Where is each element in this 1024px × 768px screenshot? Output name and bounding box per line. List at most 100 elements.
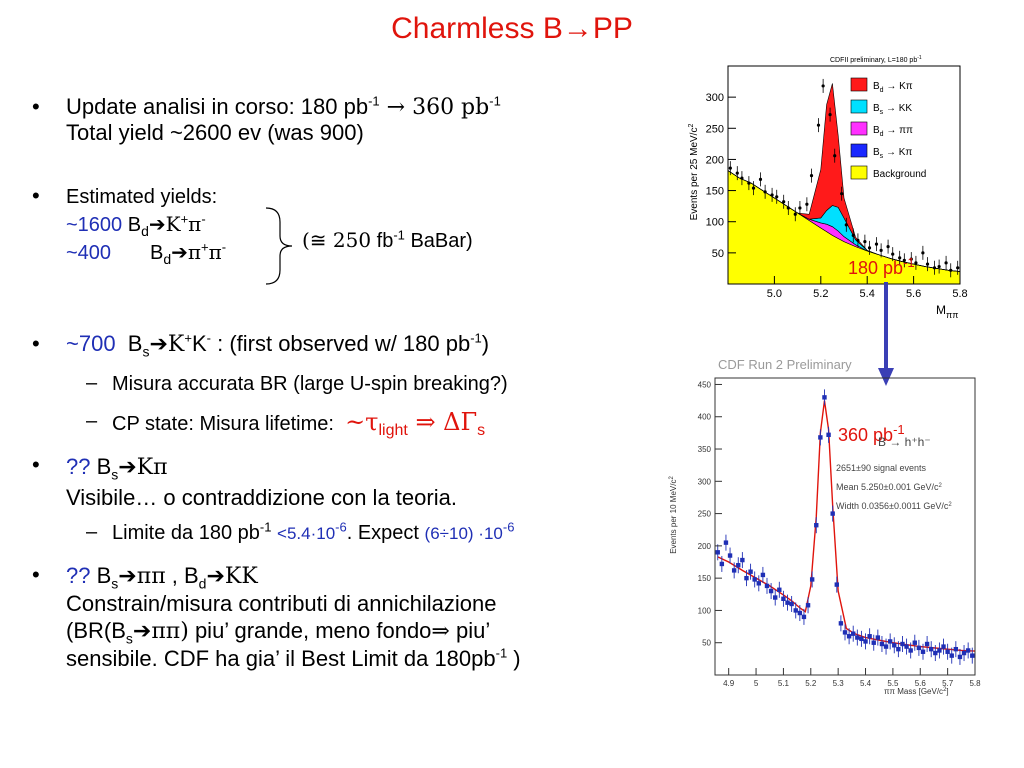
expect-value-exp: -6 (502, 519, 515, 535)
first-observed-text: : (first observed w/ 180 pb (210, 331, 471, 356)
legend-label-rest: → ππ (884, 125, 913, 136)
data-point (818, 435, 823, 440)
data-point (822, 395, 827, 400)
data-point (855, 635, 860, 640)
data-point (898, 256, 902, 260)
data-point (945, 649, 950, 654)
babar-note: (≅ 250 fb-1 BaBar) (302, 228, 473, 254)
bd-sub: d (141, 223, 149, 239)
data-point (879, 248, 883, 252)
data-point (764, 583, 770, 589)
label-360-text: 360 pb (838, 425, 894, 445)
legend-label-sub: s (880, 109, 884, 116)
limit-value-exp: -6 (335, 519, 347, 535)
y-tick-label: 150 (706, 186, 724, 198)
decay-arrow-pipi: ➔ππ (118, 564, 166, 589)
data-point (912, 640, 917, 645)
data-point (786, 206, 790, 210)
data-point (773, 595, 778, 600)
label-180-text: 180 pb (848, 258, 904, 278)
bs-sub: s (142, 343, 150, 360)
bullet-marker: • (32, 562, 40, 587)
data-point (740, 176, 744, 180)
question-marks: ?? (66, 454, 91, 479)
y-axis-label: Events per 10 MeV/c2 (669, 476, 678, 554)
y-tick-label: 200 (698, 542, 712, 551)
bullet-marker: • (32, 331, 40, 356)
arrow-down-icon (878, 282, 894, 386)
bullet-bspipi: ?? Bs➔ππ , Bd➔KK Constrain/misura contri… (66, 562, 521, 672)
data-point (867, 246, 872, 250)
label-180-exp: -1 (903, 255, 915, 270)
br-bs-sub: s (125, 630, 133, 647)
data-point (747, 181, 751, 185)
y-axis-label: Events per 25 MeV/c2 (688, 124, 700, 221)
data-point (863, 639, 868, 644)
bullet-marker: • (32, 94, 40, 119)
bs-sub: s (111, 466, 119, 483)
width-annotation-exp: 2 (948, 502, 952, 508)
legend-swatch (850, 99, 868, 114)
data-point (920, 649, 926, 654)
data-point (844, 223, 848, 227)
decay-arrow-kpi: ➔Kπ (118, 455, 168, 480)
bullet-update: Update analisi in corso: 180 pb-1 → 360 … (66, 94, 501, 145)
data-point (953, 646, 959, 652)
data-point (970, 653, 975, 658)
data-point (768, 588, 774, 594)
data-point (805, 202, 809, 206)
data-point (793, 608, 798, 613)
data-point (842, 630, 848, 635)
sensibile-close: ) (507, 646, 521, 671)
data-point (798, 206, 802, 210)
chart-title: CDFII preliminary, L=180 pb-1 (830, 55, 922, 64)
data-point (900, 641, 905, 647)
fit-curve (717, 400, 976, 652)
data-point (956, 266, 960, 270)
babar-exp: -1 (393, 227, 405, 243)
data-point (834, 582, 839, 587)
pi-symbol: π (188, 212, 202, 236)
first-observed-exp: -1 (470, 330, 482, 346)
implies-symbol: ⇒ (431, 619, 450, 644)
data-point (752, 577, 757, 582)
chart-stacked-histogram: 50 100 150 200 250 300 5.0 5.2 5.4 5.6 5.8 CDFII pr… (688, 55, 968, 320)
data-point (896, 646, 901, 652)
data-point (840, 192, 844, 196)
data-point (809, 174, 814, 178)
x-axis-label: Mππ (936, 303, 958, 320)
width-annotation: Width 0.0356±0.0011 GeV/c2 (836, 501, 952, 511)
legend-swatch (850, 143, 868, 158)
yield-1600: ~1600 (66, 214, 123, 236)
data-point (937, 648, 942, 653)
data-point (758, 177, 763, 181)
x-tick-label: 5.7 (942, 679, 954, 688)
bullet-marker: • (32, 183, 40, 208)
y-tick-label: 100 (698, 606, 712, 615)
expect-text: . Expect (346, 522, 419, 544)
data-point (809, 577, 815, 582)
data-point (797, 610, 803, 616)
legend-label: Bs → Kπ (873, 147, 912, 160)
data-point (949, 268, 953, 272)
data-point (775, 195, 779, 199)
legend-label-rest: → Kπ (883, 147, 912, 158)
data-point (875, 635, 881, 640)
y-tick-label: 300 (698, 477, 712, 486)
data-point (816, 123, 821, 127)
data-point (932, 266, 937, 270)
data-point (826, 432, 831, 438)
pi-symbol-2: π (208, 240, 222, 264)
data-point (921, 251, 925, 255)
gamma-s-sub: s (477, 422, 486, 439)
y-tick-label: 250 (698, 510, 712, 519)
data-point (929, 646, 934, 652)
br-pipi: ➔ππ) (132, 619, 189, 644)
data-point (789, 601, 794, 607)
data-point (904, 644, 909, 649)
y-tick-label: 300 (706, 92, 724, 104)
data-point (814, 523, 819, 528)
x-tick-label: 5.0 (767, 288, 782, 300)
kplus-sup: + (180, 211, 189, 227)
data-point (838, 621, 844, 626)
